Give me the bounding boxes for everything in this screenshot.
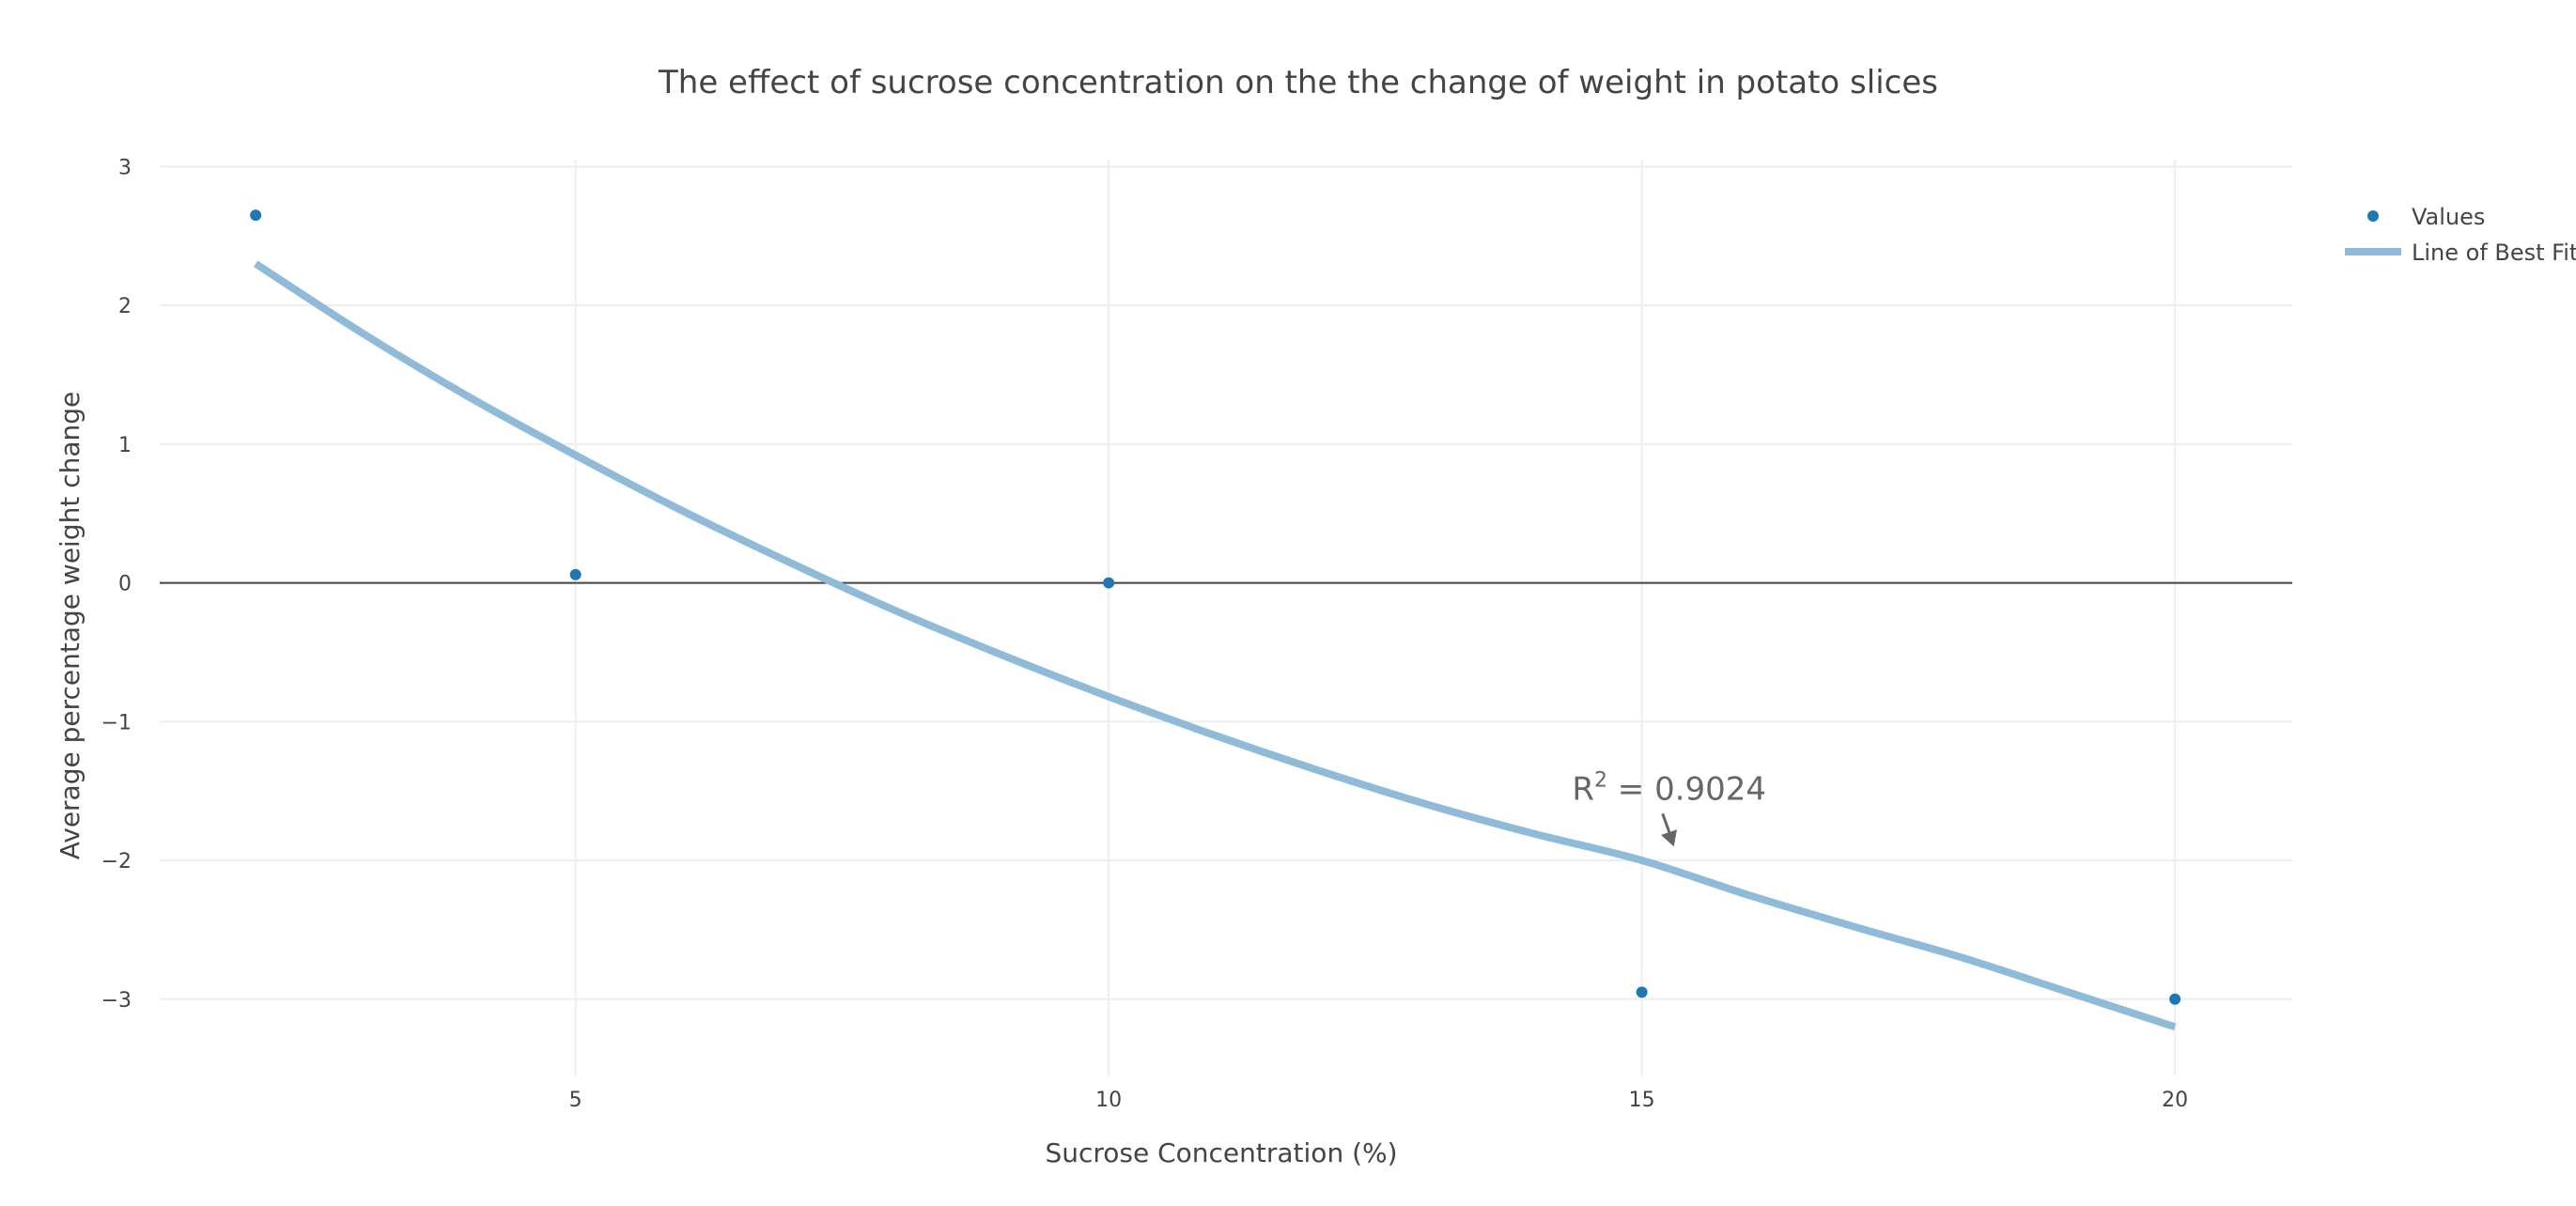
chart-title: The effect of sucrose concentration on t…	[658, 64, 1938, 101]
legend: Values Line of Best Fit	[2345, 204, 2576, 266]
data-point[interactable]	[250, 209, 262, 222]
x-tick-label: 15	[1629, 1089, 1655, 1112]
legend-label-line-of-best-fit: Line of Best Fit	[2412, 240, 2576, 266]
data-point[interactable]	[2169, 993, 2181, 1005]
annotation-r-label: R	[1572, 770, 1594, 808]
annotation-value: = 0.9024	[1607, 770, 1766, 808]
y-axis-ticks: 3 2 1 0 −1 −2 −3	[101, 156, 132, 1012]
y-tick-label: −1	[101, 711, 132, 734]
r-squared-annotation: R2 = 0.9024	[1572, 768, 1766, 847]
annotation-arrowhead	[1660, 829, 1678, 847]
y-tick-label: 1	[118, 434, 132, 457]
best-fit-line-group	[253, 260, 2177, 1031]
legend-item-values[interactable]: Values	[2367, 204, 2485, 230]
annotation-text: R2 = 0.9024	[1572, 768, 1766, 808]
x-tick-label: 10	[1095, 1089, 1122, 1112]
legend-marker-values	[2367, 210, 2379, 222]
annotation-r-superscript: 2	[1594, 768, 1607, 792]
y-axis-title: Average percentage weight change	[54, 392, 85, 860]
y-tick-label: 0	[118, 573, 132, 596]
y-tick-label: 3	[118, 156, 132, 179]
data-point[interactable]	[1636, 986, 1648, 998]
x-axis-ticks: 5 10 15 20	[569, 1089, 2188, 1112]
legend-label-values: Values	[2412, 204, 2485, 230]
x-tick-label: 20	[2162, 1089, 2188, 1112]
grid	[160, 160, 2292, 1075]
scatter-points	[250, 209, 2181, 1005]
y-tick-label: −2	[101, 850, 132, 874]
best-fit-line	[253, 260, 2177, 1031]
data-point[interactable]	[569, 568, 582, 580]
x-axis-title: Sucrose Concentration (%)	[1045, 1137, 1397, 1168]
data-point[interactable]	[1103, 577, 1115, 589]
y-tick-label: −3	[101, 989, 132, 1013]
x-tick-label: 5	[569, 1089, 582, 1112]
legend-item-line-of-best-fit[interactable]: Line of Best Fit	[2345, 240, 2576, 266]
y-tick-label: 2	[118, 295, 132, 318]
